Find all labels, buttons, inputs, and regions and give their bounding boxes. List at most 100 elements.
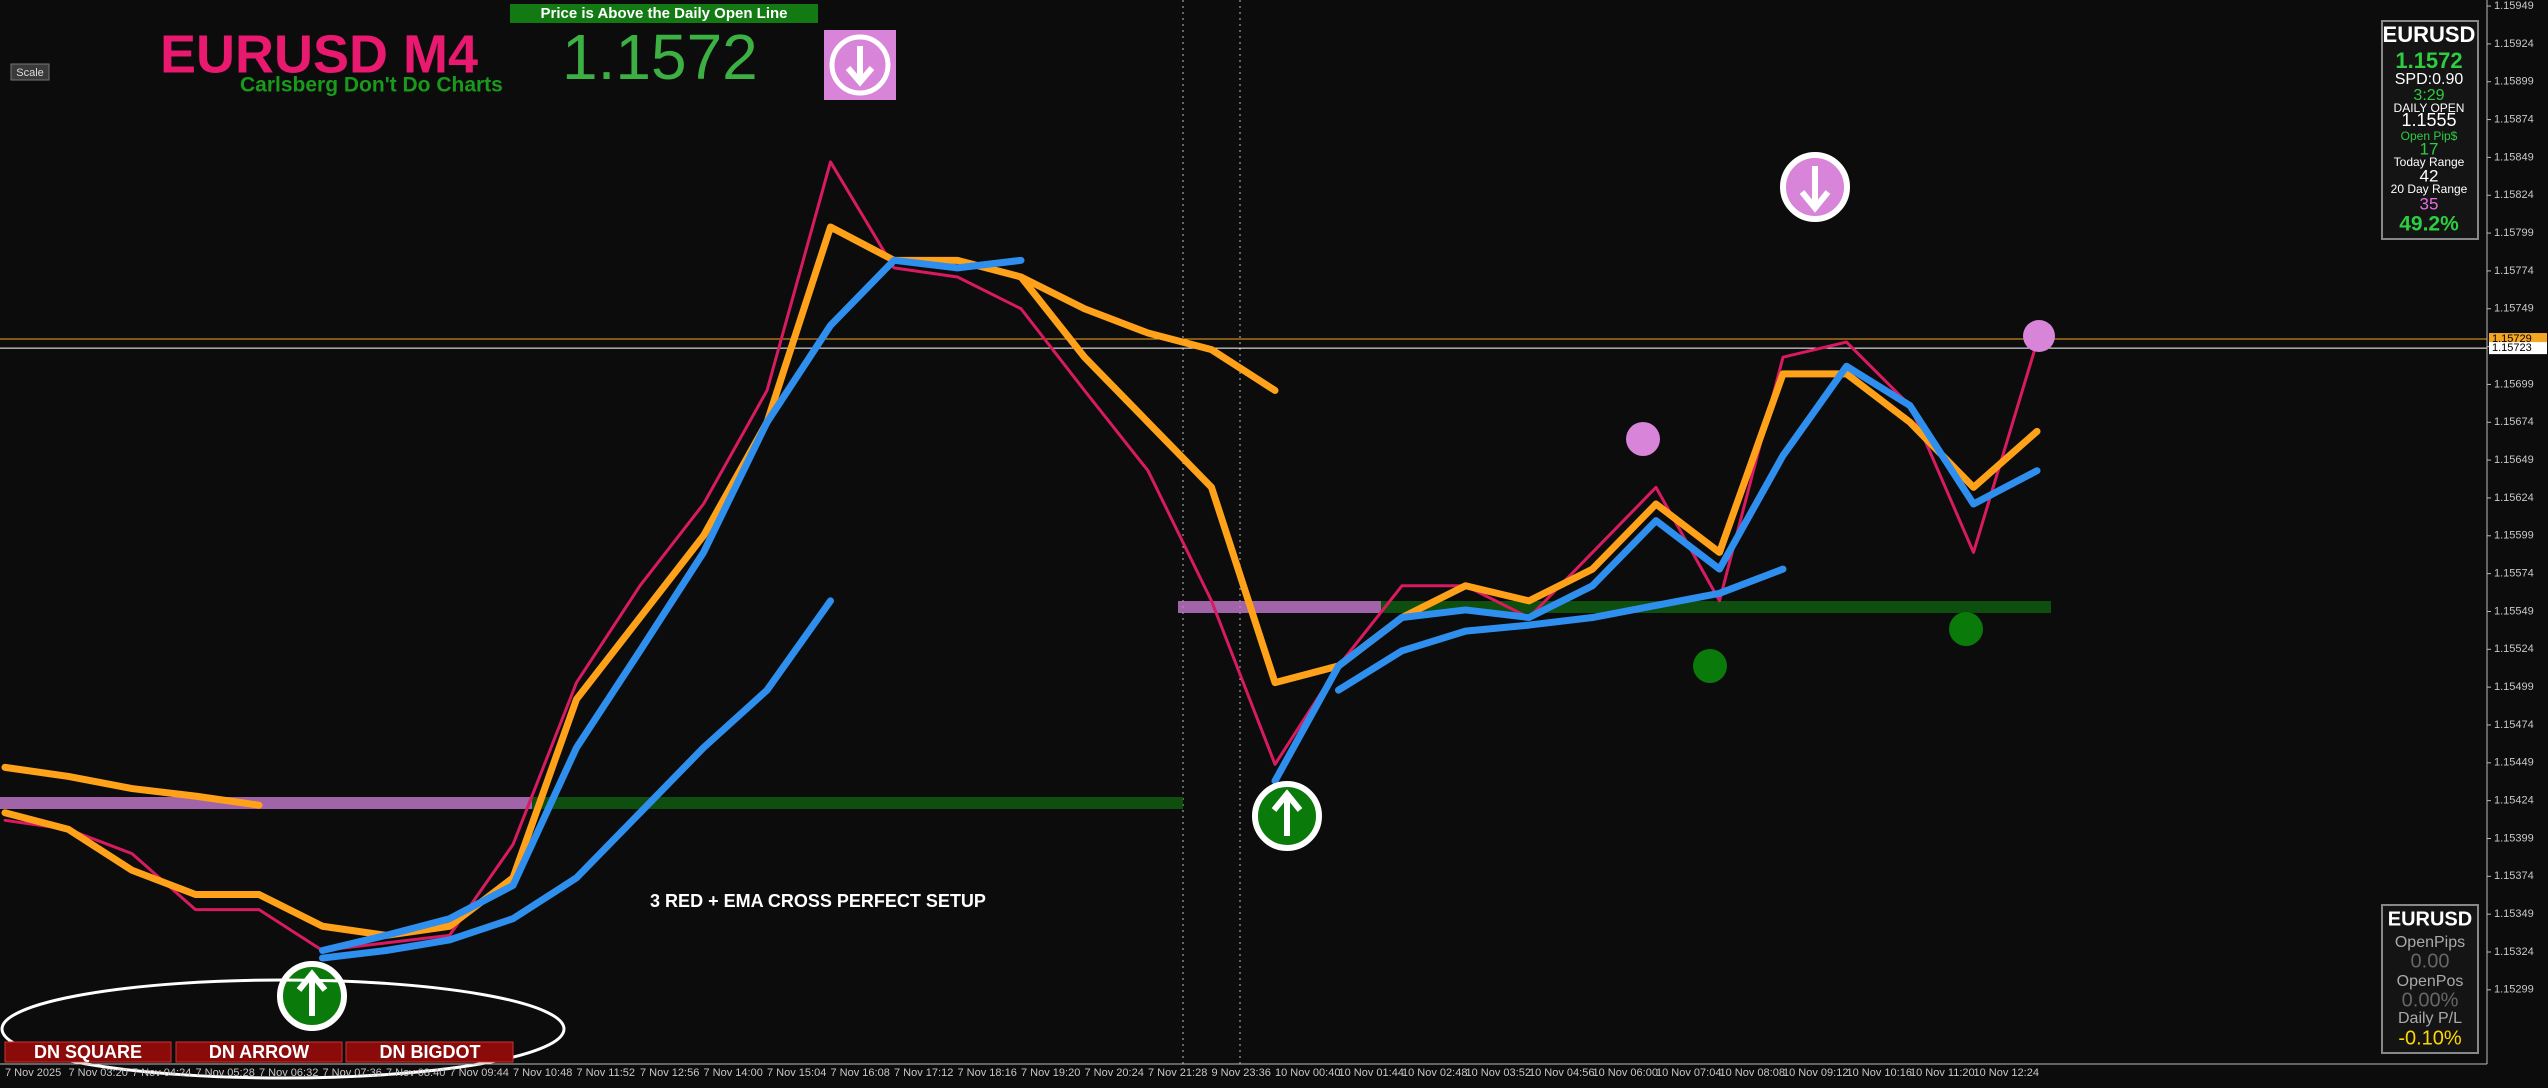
x-tick-label: 7 Nov 15:04 xyxy=(767,1067,826,1079)
series-line xyxy=(1017,273,1279,394)
up-arrow xyxy=(1271,789,1303,836)
button-label[interactable]: DN ARROW xyxy=(209,1042,309,1062)
series-line xyxy=(319,597,834,962)
x-tick-label: 7 Nov 20:24 xyxy=(1085,1067,1144,1079)
x-tick-label: 7 Nov 03:20 xyxy=(69,1067,128,1079)
price-label: 1.15729 xyxy=(2492,333,2532,345)
y-tick-label: 1.15749 xyxy=(2494,303,2534,315)
y-tick-label: 1.15799 xyxy=(2494,227,2534,239)
pl-panel: EURUSD OpenPips 0.00 OpenPos 0.00% Daily… xyxy=(2381,904,2479,1054)
dn-bigdot xyxy=(2023,320,2055,352)
panel-text: Today Range xyxy=(2394,155,2465,169)
x-tick-label: 7 Nov 05:28 xyxy=(196,1067,255,1079)
y-tick-label: 1.15449 xyxy=(2494,757,2534,769)
y-tick-label: 1.15899 xyxy=(2494,76,2534,88)
setup-note: 3 RED + EMA CROSS PERFECT SETUP xyxy=(650,891,986,911)
supply-zone xyxy=(0,797,532,809)
x-tick-label: 7 Nov 16:08 xyxy=(831,1067,890,1079)
panel-text: DAILY OPEN xyxy=(2394,101,2465,115)
y-tick-label: 1.15524 xyxy=(2494,643,2534,655)
panel-text: 1.1555 xyxy=(2401,110,2456,130)
x-tick-label: 7 Nov 19:20 xyxy=(1021,1067,1080,1079)
signals xyxy=(277,30,2055,1031)
panel-text: 42 xyxy=(2420,166,2439,185)
series-line xyxy=(319,256,1025,954)
series-line xyxy=(1335,565,1787,694)
x-tick-label: 10 Nov 10:16 xyxy=(1847,1067,1912,1079)
panel-text: 35 xyxy=(2420,194,2439,213)
x-tick-label: 10 Nov 04:56 xyxy=(1529,1067,1594,1079)
x-tick-label: 7 Nov 21:28 xyxy=(1148,1067,1207,1079)
x-tick-label: 10 Nov 11:20 xyxy=(1910,1067,1975,1079)
x-tick-label: 10 Nov 09:12 xyxy=(1783,1067,1848,1079)
button[interactable] xyxy=(175,1041,343,1063)
down-arrow xyxy=(845,46,875,87)
x-tick-label: 9 Nov 23:36 xyxy=(1212,1067,1271,1079)
x-tick-label: 10 Nov 03:52 xyxy=(1466,1067,1531,1079)
signal-buttons: DN SQUARE DN ARROW DN BIGDOT xyxy=(4,1041,514,1063)
x-tick-label: 7 Nov 07:36 xyxy=(323,1067,382,1079)
dn-bigdot xyxy=(1626,422,1660,456)
series-line xyxy=(1271,362,2041,785)
y-tick-label: 1.15949 xyxy=(2494,0,2534,12)
highlight-ellipse xyxy=(0,978,566,1080)
x-tick-label: 7 Nov 2025 xyxy=(5,1067,61,1079)
x-tick-label: 7 Nov 17:12 xyxy=(894,1067,953,1079)
x-tick-label: 7 Nov 04:24 xyxy=(132,1067,191,1079)
y-tick-label: 1.15874 xyxy=(2494,113,2534,125)
y-tick-label: 1.15849 xyxy=(2494,151,2534,163)
panel-text: 3:29 xyxy=(2413,87,2444,104)
x-tick-label: 7 Nov 12:56 xyxy=(640,1067,699,1079)
x-tick-label: 7 Nov 14:00 xyxy=(704,1067,763,1079)
panel-text: -0.10% xyxy=(2398,1027,2462,1049)
y-tick-label: 1.15674 xyxy=(2494,416,2534,428)
up-bigdot xyxy=(1949,612,1983,646)
banner: Price is Above the Daily Open Line xyxy=(540,5,787,22)
x-tick-label: 7 Nov 09:44 xyxy=(450,1067,509,1079)
x-tick-label: 10 Nov 12:24 xyxy=(1974,1067,2039,1079)
price-label-bg xyxy=(2489,342,2547,355)
x-tick-label: 7 Nov 11:52 xyxy=(577,1067,636,1079)
y-tick-label: 1.15624 xyxy=(2494,492,2534,504)
series-line xyxy=(1,763,263,809)
supply-zone xyxy=(1178,601,1381,613)
big-price: 1.1572 xyxy=(562,21,758,93)
subtitle: Carlsberg Don't Do Charts xyxy=(240,74,503,97)
y-tick-label: 1.15424 xyxy=(2494,795,2534,807)
scale-label[interactable]: Scale xyxy=(16,67,44,79)
panel-text: 49.2% xyxy=(2399,213,2459,236)
y-tick-label: 1.15324 xyxy=(2494,946,2534,958)
down-arrow xyxy=(1799,166,1831,213)
x-tick-label: 10 Nov 08:08 xyxy=(1720,1067,1785,1079)
y-tick-label: 1.15374 xyxy=(2494,870,2534,882)
x-tick-label: 7 Nov 06:32 xyxy=(259,1067,318,1079)
panel-text: 20 Day Range xyxy=(2391,182,2468,196)
y-tick-label: 1.15774 xyxy=(2494,265,2534,277)
y-tick-label: 1.15399 xyxy=(2494,832,2534,844)
y-tick-label: 1.15349 xyxy=(2494,908,2534,920)
y-tick-label: 1.15549 xyxy=(2494,605,2534,617)
y-tick-label: 1.15299 xyxy=(2494,984,2534,996)
y-tick-label: 1.15699 xyxy=(2494,378,2534,390)
scale-button[interactable] xyxy=(10,63,50,81)
button-label[interactable]: DN SQUARE xyxy=(34,1042,142,1062)
panel-text: SPD:0.90 xyxy=(2395,71,2464,88)
y-tick-label: 1.15649 xyxy=(2494,454,2534,466)
button-label[interactable]: DN BIGDOT xyxy=(380,1042,481,1062)
x-tick-label: 10 Nov 00:40 xyxy=(1275,1067,1340,1079)
up-arrow xyxy=(296,969,328,1016)
panel-frame xyxy=(2381,904,2479,1054)
button[interactable] xyxy=(345,1041,514,1063)
banner-bg xyxy=(510,4,818,23)
y-tick-label: 1.15474 xyxy=(2494,719,2534,731)
y-tick-label: 1.15599 xyxy=(2494,530,2534,542)
button[interactable] xyxy=(4,1041,172,1063)
x-tick-label: 10 Nov 01:44 xyxy=(1339,1067,1404,1079)
symbol-title: EURUSD M4 xyxy=(160,24,478,84)
y-tick-label: 1.15824 xyxy=(2494,189,2534,201)
panel-text: 0.00 xyxy=(2411,950,2450,972)
panel-text: EURUSD xyxy=(2383,22,2476,47)
demand-zone xyxy=(532,797,1183,809)
